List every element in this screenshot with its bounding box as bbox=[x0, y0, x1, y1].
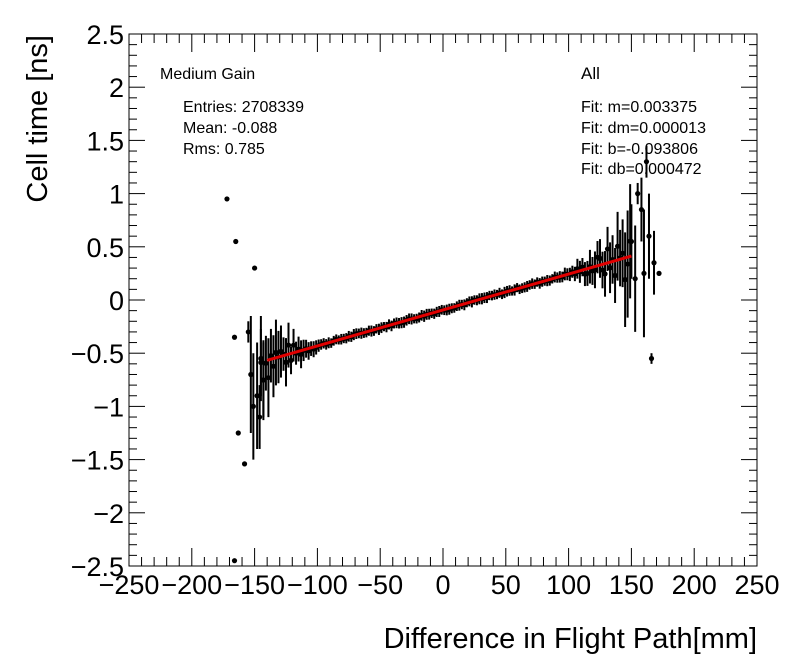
y-tick-label: 0 bbox=[109, 286, 124, 316]
y-tick-label: −1.5 bbox=[71, 446, 124, 476]
fit-line bbox=[266, 254, 632, 362]
stats-entries: Entries: 2708339 bbox=[183, 99, 304, 116]
y-tick-label: −1 bbox=[93, 392, 124, 422]
outlier-point bbox=[254, 393, 260, 399]
y-tick-label: −0.5 bbox=[71, 339, 124, 369]
y-tick-label: 1 bbox=[109, 180, 124, 210]
outlier-point bbox=[235, 430, 241, 436]
x-tick-label: 150 bbox=[609, 570, 654, 600]
data-point bbox=[612, 272, 618, 279]
outlier-point bbox=[260, 377, 266, 383]
x-tick-labels: −250 −200 −150 −100 −50 0 50 100 150 200 250 bbox=[99, 570, 780, 600]
y-tick-label: 1.5 bbox=[86, 126, 124, 156]
data-point bbox=[620, 250, 626, 256]
data-point bbox=[265, 375, 272, 381]
data-point bbox=[604, 246, 611, 252]
outlier-point bbox=[231, 334, 238, 340]
x-tick-label: 200 bbox=[672, 570, 717, 600]
data-point bbox=[285, 342, 292, 348]
x-tick-label: −250 bbox=[99, 570, 160, 600]
data-point bbox=[584, 270, 591, 277]
x-tick-label: 50 bbox=[491, 570, 521, 600]
data-point bbox=[273, 349, 279, 356]
outlier-point bbox=[241, 461, 248, 467]
outlier-point bbox=[250, 403, 256, 409]
data-point bbox=[268, 353, 274, 359]
y-tick-label: 2.5 bbox=[86, 20, 124, 50]
data-point bbox=[283, 359, 289, 365]
y-axis-title: Cell time [ns] bbox=[22, 35, 54, 203]
x-tick-label: −50 bbox=[357, 570, 403, 600]
stats-title: Medium Gain bbox=[160, 66, 255, 83]
data-point bbox=[263, 360, 269, 366]
data-point bbox=[599, 267, 606, 273]
data-point bbox=[597, 255, 603, 262]
data-point bbox=[270, 363, 277, 369]
stats-mean: Mean: -0.088 bbox=[183, 120, 277, 137]
fit-box-title: All bbox=[581, 64, 600, 83]
data-point bbox=[298, 351, 304, 357]
data-point bbox=[290, 342, 297, 348]
outlier-point bbox=[245, 329, 251, 335]
data-point bbox=[592, 267, 598, 273]
outlier-point bbox=[258, 355, 264, 362]
outlier-point bbox=[635, 191, 641, 197]
outlier-point bbox=[656, 270, 662, 276]
x-tick-label: −200 bbox=[161, 570, 222, 600]
outlier-point bbox=[643, 159, 650, 165]
outlier-point bbox=[638, 206, 645, 213]
y-tick-labels: −2.5 −2 −1.5 −1 −0.5 0 0.5 1 1.5 2 2.5 bbox=[71, 20, 124, 582]
plot-frame bbox=[128, 33, 758, 567]
outlier-point bbox=[646, 233, 652, 239]
x-tick-label: 100 bbox=[546, 570, 591, 600]
outlier-point bbox=[224, 196, 230, 202]
y-tick-label: −2.5 bbox=[71, 552, 124, 582]
outlier-point bbox=[632, 276, 638, 282]
outlier-point bbox=[641, 270, 647, 276]
data-point bbox=[622, 277, 628, 283]
outlier-point bbox=[248, 371, 254, 378]
y-tick-label: 2 bbox=[109, 73, 124, 103]
outlier-point bbox=[252, 265, 258, 271]
x-tick-label: −150 bbox=[224, 570, 285, 600]
data-point bbox=[288, 357, 294, 364]
x-axis-title: Difference in Flight Path[mm] bbox=[384, 623, 757, 655]
outlier-point bbox=[257, 414, 263, 420]
data-point bbox=[614, 243, 621, 249]
fit-db: Fit: db=0.000472 bbox=[581, 161, 702, 178]
data-point bbox=[602, 271, 608, 277]
x-tick-label: −100 bbox=[287, 570, 348, 600]
fit-b: Fit: b=-0.093806 bbox=[581, 141, 698, 158]
data-point bbox=[625, 261, 631, 267]
x-tick-label: 250 bbox=[734, 570, 779, 600]
x-tick-label: 0 bbox=[435, 570, 450, 600]
outlier-point bbox=[648, 355, 655, 362]
outlier-point bbox=[651, 260, 657, 266]
stats-rms: Rms: 0.785 bbox=[183, 141, 265, 158]
outlier-point bbox=[231, 558, 238, 564]
outlier-point bbox=[233, 238, 239, 245]
fit-dm: Fit: dm=0.000013 bbox=[581, 120, 706, 137]
outlier-point bbox=[628, 238, 635, 245]
fit-m: Fit: m=0.003375 bbox=[581, 99, 697, 116]
y-tick-label: −2 bbox=[93, 499, 124, 529]
data-point bbox=[607, 265, 613, 271]
y-tick-label: 0.5 bbox=[86, 233, 124, 263]
